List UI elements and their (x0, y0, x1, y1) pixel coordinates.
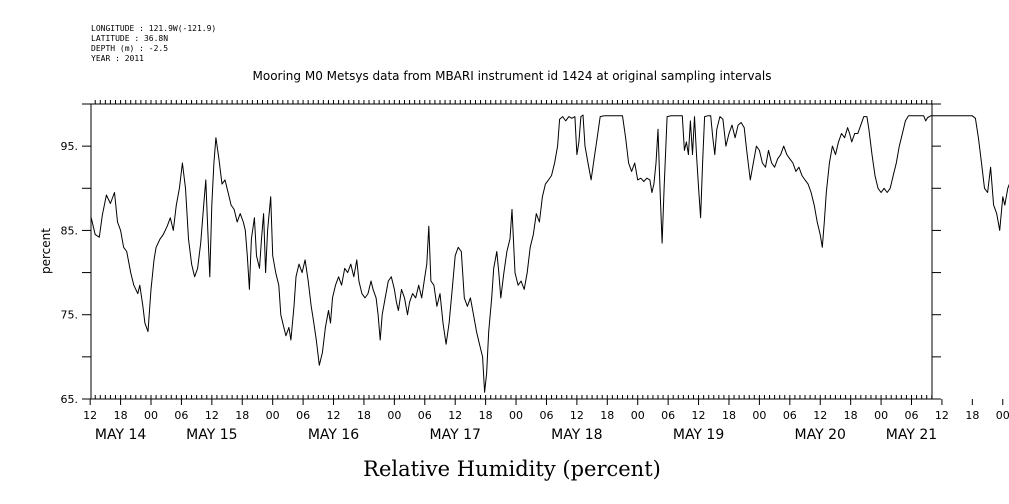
x-tick-label: 06 (296, 409, 310, 422)
meta-depth: DEPTH (m) : -2.5 (91, 44, 168, 53)
x-tick-label: 06 (783, 409, 797, 422)
x-tick-label: 00 (387, 409, 401, 422)
y-axis: 65. 75. 85. 95. (61, 103, 941, 406)
day-labels: MAY 14 MAY 15 MAY 16 MAY 17 MAY 18 MAY 19 MAY … (95, 427, 937, 443)
x-tick-label: 18 (235, 409, 249, 422)
x-tick-label: 06 (174, 409, 188, 422)
x-tick-label: 12 (935, 409, 949, 422)
x-tick-label: 00 (874, 409, 888, 422)
x-axis-label: Relative Humidity (percent) (363, 457, 661, 481)
x-tick-label: 06 (418, 409, 432, 422)
x-tick-label: 18 (479, 409, 493, 422)
day-label: MAY 19 (673, 427, 724, 443)
y-tick-label: 95. (61, 140, 79, 153)
x-tick-label: 18 (965, 409, 979, 422)
x-tick-label: 06 (905, 409, 919, 422)
x-tick-label: 12 (327, 409, 341, 422)
x-tick-label: 18 (600, 409, 614, 422)
humidity-series-line (90, 114, 1009, 393)
x-tick-label: 12 (448, 409, 462, 422)
x-tick-label: 06 (539, 409, 553, 422)
day-label: MAY 15 (186, 427, 237, 443)
x-tick-label: 00 (752, 409, 766, 422)
x-tick-label: 18 (844, 409, 858, 422)
x-tick-label: 12 (570, 409, 584, 422)
day-label: MAY 18 (551, 427, 602, 443)
x-tick-label: 00 (144, 409, 158, 422)
day-label: MAY 20 (795, 427, 846, 443)
meta-longitude: LONGITUDE : 121.9W(-121.9) (91, 24, 216, 33)
x-tick-label: 00 (631, 409, 645, 422)
x-tick-label: 12 (692, 409, 706, 422)
day-label: MAY 21 (886, 427, 937, 443)
x-tick-label: 00 (996, 409, 1009, 422)
plot-frame (90, 103, 933, 400)
y-axis-label: percent (39, 228, 53, 274)
meta-year: YEAR : 2011 (91, 54, 144, 63)
minor-ticks (94, 100, 933, 399)
x-tick-label: 00 (509, 409, 523, 422)
x-tick-label: 06 (661, 409, 675, 422)
y-tick-label: 85. (61, 224, 79, 237)
x-axis: 12 18 00 06 12 18 00 06 12 18 00 06 12 18 00 06 12 18 00 06… (83, 399, 1009, 422)
day-label: MAY 14 (95, 427, 146, 443)
x-tick-label: 12 (205, 409, 219, 422)
day-label: MAY 17 (430, 427, 481, 443)
x-tick-label: 12 (813, 409, 827, 422)
chart-title: Mooring M0 Metsys data from MBARI instru… (253, 69, 772, 83)
y-tick-label: 75. (61, 309, 79, 322)
x-tick-label: 00 (266, 409, 280, 422)
meta-latitude: LATITUDE : 36.8N (91, 34, 168, 43)
x-tick-label: 18 (722, 409, 736, 422)
day-label: MAY 16 (308, 427, 359, 443)
x-tick-label: 18 (114, 409, 128, 422)
y-tick-label: 65. (61, 393, 79, 406)
x-tick-label: 12 (83, 409, 97, 422)
x-tick-label: 18 (357, 409, 371, 422)
metadata-block: LONGITUDE : 121.9W(-121.9) LATITUDE : 36… (91, 24, 216, 63)
